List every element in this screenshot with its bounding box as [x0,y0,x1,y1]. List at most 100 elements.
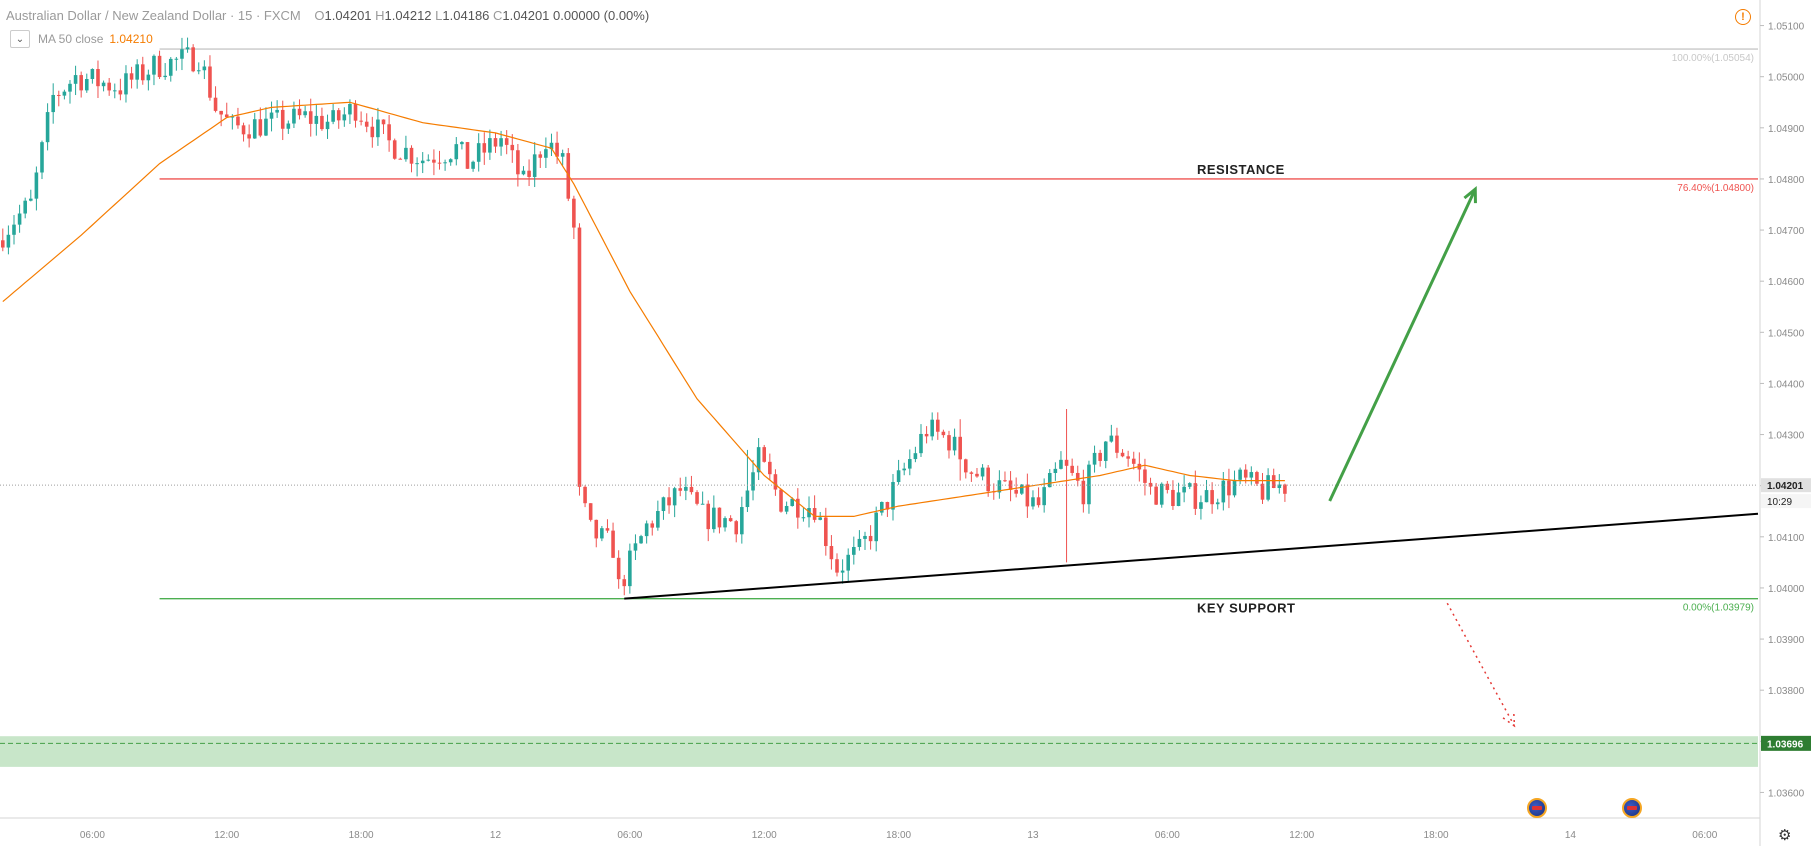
gear-icon[interactable]: ⚙ [1778,827,1792,844]
candle-body [1075,472,1080,481]
candle-body [852,546,856,555]
ohlc-low-key: L [435,8,443,23]
candle-body [1042,487,1046,506]
candle-body [1271,475,1276,488]
price-axis: 1.05100 1.05000 1.04900 1.04800 1.04700 1.046… [1759,0,1811,846]
candle-body [1266,475,1270,500]
candle-body [908,459,912,469]
key-support-title: KEY SUPPORT [1197,601,1295,616]
candle-body [510,144,515,151]
candle-body [678,488,683,491]
indicator-row: ⌄ MA 50 close 1.04210 [10,30,153,48]
candle-body [488,138,492,153]
candle-body [958,436,962,460]
price-tick-label: 1.03600 [1768,788,1805,799]
candle-body [807,508,811,518]
chevron-down-icon[interactable]: ⌄ [10,30,30,48]
ohlc-open: 1.04201 [324,8,372,23]
candle-body [930,419,934,437]
price-tick-label: 1.03800 [1768,686,1805,697]
candle-body [1092,452,1097,465]
candle-body [1154,486,1158,505]
candle-body [112,90,117,92]
candle-body [185,47,190,50]
ohlc-high-key: H [375,8,385,23]
candle-body [975,473,979,477]
indicator-label[interactable]: MA 50 close [38,32,104,46]
candle-body [34,172,39,199]
ma50-line [2,101,1285,517]
candle-body [734,521,739,535]
candle-body [1243,469,1248,478]
price-tick-label: 1.05000 [1768,73,1805,84]
price-tick-label: 1.04800 [1768,175,1805,186]
candle-body [51,94,55,113]
candle-body [818,517,823,520]
ascending-trendline [624,512,1759,600]
candle-body [835,559,839,573]
candle-body [756,447,761,473]
candle-body [325,121,330,130]
candle-body [885,502,890,510]
candle-body [45,112,50,143]
time-tick-label: 18:00 [349,830,374,841]
candle-body [868,535,873,542]
target-zone [0,736,1758,767]
warning-icon[interactable]: ! [1735,9,1751,25]
candle-body [644,523,649,537]
candle-body [1182,486,1186,493]
symbol-legend: Australian Dollar / New Zealand Dollar ·… [6,8,649,23]
fib-100-label: 100.00%(1.05054) [1672,53,1754,64]
candle-body [342,114,347,121]
candle-body [140,64,145,81]
price-tick-label: 1.04600 [1768,277,1805,288]
time-tick-label: 06:00 [1155,830,1180,841]
candle-body [555,142,559,157]
candle-body [891,482,895,510]
candle-body [857,538,862,547]
candle-body [616,557,621,580]
candle-body [247,134,251,139]
australia-flag-icon[interactable] [1526,798,1547,818]
candle-body [286,123,291,129]
time-axis: 06:00 12:00 18:00 12 06:00 12:00 18:00 13 06:00 1… [0,817,1760,841]
candle-body [1059,459,1063,469]
candle-body [292,108,296,124]
candle-body [935,419,940,432]
candle-body [174,58,179,60]
candle-body [572,198,576,228]
candle-body [824,517,828,547]
candle-body [202,66,207,71]
candle-body [728,518,733,522]
candle-body [224,114,229,118]
candlesticks [1,37,1287,596]
candle-body [213,97,218,111]
candle-body [1215,502,1220,505]
candle-body [706,503,711,530]
candle-body [740,507,744,535]
candle-body [454,144,459,160]
candle-body [600,528,604,539]
key-support-label: 0.00%(1.03979) [1683,603,1754,614]
price-tick-label: 1.03900 [1768,635,1805,646]
candle-body [29,198,33,201]
candle-body [348,103,352,115]
candle-body [264,118,268,136]
target-price-badge: 1.03696 [1767,739,1804,750]
candle-body [544,149,548,158]
candle-body [230,116,235,118]
candle-body [432,159,436,163]
candle-body [796,498,800,518]
candle-body [163,75,167,78]
fibonacci-levels: 100.00%(1.05054) 76.40%(1.04800) RESISTANC… [159,48,1758,616]
candle-body [1025,484,1030,507]
australia-flag-icon[interactable] [1622,798,1643,818]
candle-body [880,502,884,513]
candle-body [275,109,279,113]
candle-body [180,49,184,59]
time-tick-label: 18:00 [886,830,911,841]
candle-body [40,142,44,173]
candle-body [1019,484,1024,494]
candle-body [280,109,285,129]
